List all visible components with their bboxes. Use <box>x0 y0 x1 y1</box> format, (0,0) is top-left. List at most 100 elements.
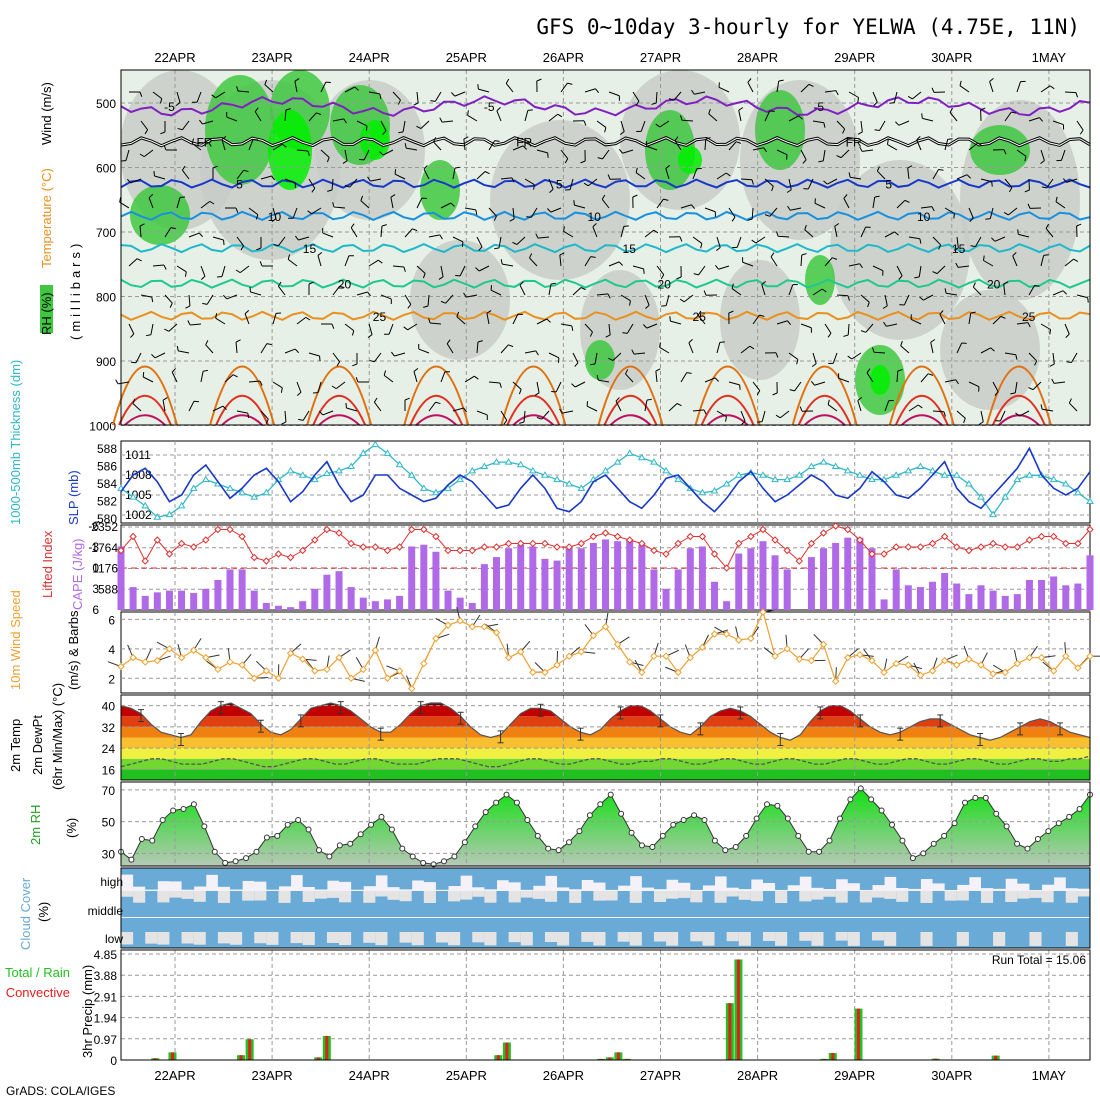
wind-barb <box>573 200 575 206</box>
wind-barb <box>184 271 187 277</box>
cloud-cover-panel <box>120 867 1091 949</box>
cape-bar <box>420 544 428 610</box>
wind-barb <box>790 207 802 211</box>
li-point <box>989 539 997 548</box>
wind-barb <box>342 160 348 164</box>
wind-speed-point <box>383 674 392 682</box>
wind-barb <box>379 151 384 156</box>
wind-speed-point <box>674 668 682 677</box>
wind-barb <box>800 254 803 267</box>
cloud-high-bar <box>896 868 909 888</box>
pressure-tick-label: 900 <box>96 355 116 369</box>
wind-barb <box>438 276 444 280</box>
cloud-mid-gap <box>278 891 292 903</box>
thickness-point <box>771 475 779 483</box>
wind-axis-label: Wind (m/s) <box>39 82 54 145</box>
wind-speed-point <box>274 674 283 682</box>
pressure-axis-label: (millibars) <box>68 240 83 340</box>
wind-barb <box>780 410 790 419</box>
wind-barb <box>1049 85 1055 90</box>
wind-barb <box>1071 352 1078 363</box>
wind-barb <box>548 284 552 296</box>
wind-barb <box>716 236 721 248</box>
cloud-low-gap <box>1029 932 1043 946</box>
temp-axis-labels: 2m Temp 2m DewPt (6hr Min/Max) (°C) <box>8 683 65 790</box>
wind-barb <box>968 381 980 388</box>
thickness-point <box>722 480 731 487</box>
dewpoint-line <box>120 755 1091 768</box>
cloud-mid-bar <box>641 891 655 917</box>
wind-barb <box>663 198 669 201</box>
cloud-mid-bar <box>823 891 837 917</box>
wind-barb <box>980 178 992 183</box>
wind-barb <box>740 345 750 354</box>
cloud-mid-gap <box>678 891 691 898</box>
thickness-point <box>492 458 501 465</box>
isotherm-arch <box>124 414 166 426</box>
wind-barb <box>872 197 876 209</box>
wind-barb <box>380 225 383 238</box>
rh-point <box>899 837 906 844</box>
wind-barb <box>944 207 955 214</box>
cloud-high-bar <box>1041 868 1055 885</box>
wind-barb <box>804 224 807 230</box>
wind-barb <box>1003 149 1007 155</box>
wind-barb <box>536 416 542 420</box>
wind-barb <box>736 236 742 248</box>
cloud-mid-gap <box>399 891 413 902</box>
wind-barb <box>1032 381 1042 391</box>
rh-point <box>566 839 573 846</box>
cloud-mid-gap <box>1017 891 1030 899</box>
wind-barb <box>311 207 322 215</box>
cloud-high-bar <box>944 868 958 890</box>
cloud-mid-gap <box>738 891 752 900</box>
thickness-point <box>335 466 343 474</box>
wind-barb <box>139 91 143 97</box>
wind-barb <box>488 140 496 151</box>
wind-barb <box>259 261 263 267</box>
wind-barb <box>562 410 574 414</box>
wind-barb <box>789 389 795 392</box>
cloud-high-bar <box>557 868 570 888</box>
cloud-high-bar <box>532 868 546 886</box>
cloud-high-bar <box>423 868 437 883</box>
rh-point <box>388 826 395 833</box>
wind-barb <box>282 143 287 148</box>
wind-barb <box>222 294 228 300</box>
isotherm-arch <box>901 414 943 426</box>
thickness-point <box>262 488 271 496</box>
wind-barb <box>1043 254 1049 256</box>
precip-convective-bar <box>599 1058 603 1060</box>
wind-barb <box>132 398 136 404</box>
cloud-high-bar <box>641 868 655 888</box>
wind-barb <box>373 352 382 363</box>
wind-barb <box>661 305 667 307</box>
thickness-point <box>989 510 997 518</box>
cloud-mid-gap <box>1029 891 1043 898</box>
thickness-point <box>226 484 234 491</box>
thickness-point <box>298 471 307 478</box>
wind-barb <box>331 178 334 191</box>
cloud-high-bar <box>835 868 849 880</box>
wind-barb <box>810 380 815 386</box>
dewpt-axis-label: 2m DewPt <box>30 715 45 775</box>
thickness-point <box>432 488 440 496</box>
wind-barb <box>980 107 986 111</box>
wind-barb <box>265 418 269 424</box>
wind-barb <box>1076 223 1082 227</box>
wind-barb <box>181 120 190 131</box>
wind-barb <box>494 247 500 250</box>
cloud-low-bar <box>314 918 328 948</box>
wind-barb <box>644 229 654 238</box>
cloud-high-bar <box>617 868 631 886</box>
cape-bar <box>1062 585 1070 610</box>
wind-barb <box>741 420 746 425</box>
wind-barb <box>188 294 191 307</box>
thickness-point <box>323 469 331 476</box>
isotherm-line <box>120 278 1091 289</box>
rh-point <box>649 843 656 850</box>
rh-region <box>960 100 1080 300</box>
precip-tick-label: 4.85 <box>94 948 118 962</box>
wind-barb <box>164 328 170 332</box>
